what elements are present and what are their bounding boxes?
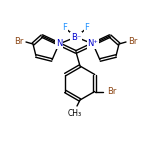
- Text: Br: Br: [14, 38, 24, 47]
- Text: Br: Br: [107, 87, 116, 96]
- Text: F: F: [85, 24, 89, 33]
- Text: Br: Br: [128, 38, 138, 47]
- Text: CH₃: CH₃: [68, 109, 82, 117]
- Text: N⁺: N⁺: [88, 40, 98, 48]
- Text: N: N: [56, 40, 62, 48]
- Text: B⁻: B⁻: [71, 33, 81, 41]
- Text: F: F: [63, 24, 67, 33]
